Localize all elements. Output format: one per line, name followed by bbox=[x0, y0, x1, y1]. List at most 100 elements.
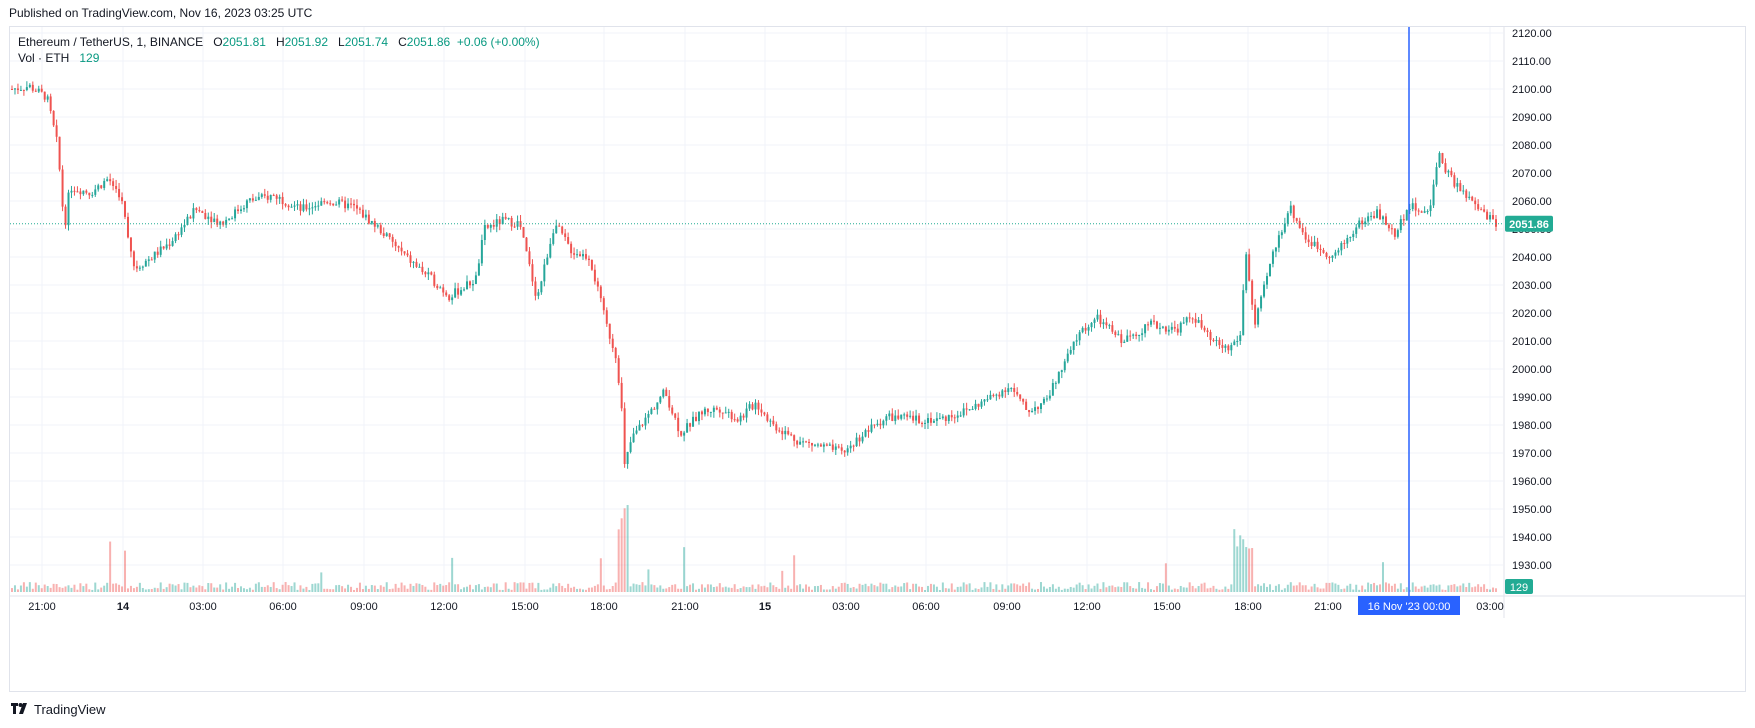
volume-bar bbox=[956, 586, 959, 592]
volume-bar bbox=[1233, 529, 1236, 592]
volume-bar bbox=[944, 588, 947, 592]
candle-body bbox=[165, 244, 168, 249]
volume-bar bbox=[1423, 585, 1426, 592]
candle-body bbox=[254, 199, 257, 201]
candle-body bbox=[1313, 241, 1316, 246]
volume-bar bbox=[46, 586, 49, 592]
candle-body bbox=[700, 411, 703, 415]
candle-body bbox=[513, 226, 516, 228]
volume-bar bbox=[28, 582, 31, 592]
volume-bar bbox=[231, 586, 234, 592]
volume-bar bbox=[849, 587, 852, 592]
volume-bar bbox=[144, 589, 147, 592]
volume-bar bbox=[834, 588, 837, 592]
volume-bar bbox=[959, 586, 962, 592]
volume-bars bbox=[11, 505, 1497, 592]
open-value: 2051.81 bbox=[222, 35, 266, 49]
volume-bar bbox=[760, 586, 763, 592]
volume-bar bbox=[1486, 588, 1489, 592]
volume-bar bbox=[135, 586, 138, 592]
volume-label[interactable]: Vol · ETH bbox=[18, 51, 70, 65]
candle-body bbox=[442, 287, 445, 293]
price-tick-label: 1960.00 bbox=[1512, 476, 1552, 488]
candle-body bbox=[1057, 371, 1060, 383]
candle-body bbox=[546, 257, 549, 265]
candle-body bbox=[379, 225, 382, 234]
candle-body bbox=[918, 415, 921, 424]
candle-body bbox=[1111, 325, 1114, 332]
close-label: C bbox=[398, 35, 407, 49]
candle-body bbox=[1039, 403, 1042, 410]
volume-bar bbox=[1037, 588, 1040, 592]
volume-bar bbox=[1257, 584, 1260, 592]
candle-body bbox=[1215, 339, 1218, 341]
candle-body bbox=[656, 402, 659, 410]
candle-body bbox=[766, 414, 769, 421]
candle-body bbox=[1164, 326, 1167, 332]
volume-bar bbox=[1307, 589, 1310, 592]
candle-body bbox=[1230, 345, 1233, 351]
volume-bar bbox=[350, 586, 353, 592]
candle-body bbox=[968, 409, 971, 411]
volume-bar bbox=[382, 586, 385, 592]
candle-body bbox=[1066, 353, 1069, 362]
candle-body bbox=[885, 416, 888, 421]
volume-bar bbox=[486, 586, 489, 592]
footer-brand[interactable]: TradingView bbox=[11, 702, 106, 717]
volume-bar bbox=[403, 585, 406, 592]
volume-value: 129 bbox=[79, 51, 100, 65]
time-tick-label: 21:00 bbox=[1314, 601, 1342, 613]
candle-body bbox=[16, 88, 19, 90]
volume-bar bbox=[1227, 588, 1230, 592]
candle-body bbox=[326, 202, 329, 204]
candle-body bbox=[653, 408, 656, 410]
candle-body bbox=[858, 437, 861, 442]
volume-bar bbox=[439, 583, 442, 592]
volume-bar bbox=[1399, 583, 1402, 592]
volume-bar bbox=[534, 588, 537, 592]
candle-body bbox=[1370, 215, 1373, 217]
volume-bar bbox=[721, 587, 724, 592]
volume-bar bbox=[418, 583, 421, 592]
candle-body bbox=[602, 298, 605, 311]
volume-bar bbox=[852, 587, 855, 592]
volume-bar bbox=[1099, 588, 1102, 592]
candle-body bbox=[1346, 238, 1349, 244]
candle-body bbox=[299, 204, 302, 211]
volume-bar bbox=[921, 586, 924, 592]
price-tick-label: 1970.00 bbox=[1512, 448, 1552, 460]
candle-body bbox=[879, 423, 882, 426]
volume-bar bbox=[635, 584, 638, 592]
candle-body bbox=[1432, 184, 1435, 206]
symbol-label[interactable]: Ethereum / TetherUS, 1, BINANCE bbox=[18, 35, 204, 49]
volume-bar bbox=[213, 587, 216, 592]
volume-bar bbox=[1367, 582, 1370, 592]
volume-bar bbox=[1126, 582, 1129, 592]
candle-body bbox=[570, 243, 573, 254]
candle-body bbox=[64, 206, 67, 226]
candle-body bbox=[463, 289, 466, 291]
candle-body bbox=[1468, 196, 1471, 198]
volume-bar bbox=[1034, 589, 1037, 592]
volume-bar bbox=[1420, 586, 1423, 592]
volume-bar bbox=[810, 589, 813, 592]
price-tick-label: 2090.00 bbox=[1512, 112, 1552, 124]
price-tick-label: 1950.00 bbox=[1512, 504, 1552, 516]
candle-body bbox=[1429, 205, 1432, 212]
volume-bar bbox=[992, 588, 995, 592]
volume-bar bbox=[269, 586, 272, 592]
candle-body bbox=[912, 415, 915, 421]
candle-body bbox=[1450, 170, 1453, 176]
volume-bar bbox=[629, 586, 632, 592]
candle-body bbox=[302, 204, 305, 211]
volume-bar bbox=[112, 583, 115, 592]
time-tick-label: 12:00 bbox=[1073, 601, 1101, 613]
volume-bar bbox=[1200, 583, 1203, 592]
candle-body bbox=[1004, 390, 1007, 392]
candle-body bbox=[864, 430, 867, 437]
candle-body bbox=[266, 195, 269, 200]
crosshair-time-label: 16 Nov '23 00:00 bbox=[1368, 601, 1451, 613]
candle-body bbox=[1292, 205, 1295, 219]
volume-bar bbox=[1387, 583, 1390, 592]
